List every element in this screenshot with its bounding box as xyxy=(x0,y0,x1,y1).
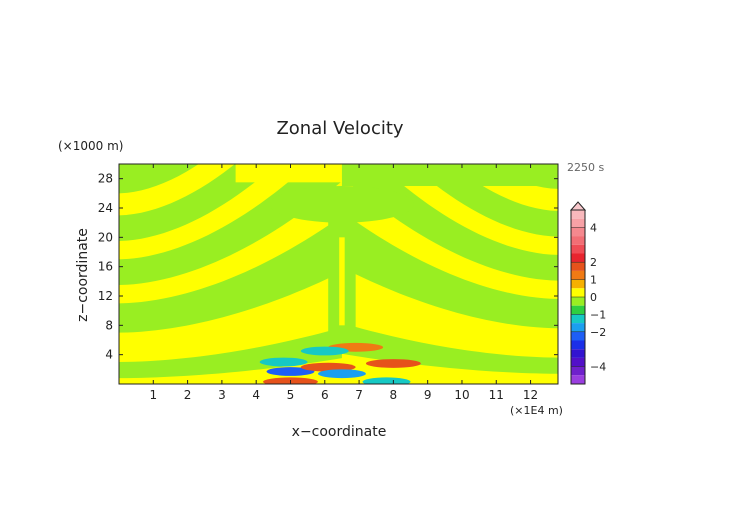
y-tick-label: 28 xyxy=(98,172,113,186)
velocity-cell-core xyxy=(270,359,297,365)
colorbar-swatch xyxy=(571,210,585,219)
x-tick-label: 4 xyxy=(252,388,260,402)
plot-area xyxy=(119,164,558,384)
colorbar-swatch xyxy=(571,297,585,306)
colorbar-tick-label: 1 xyxy=(590,274,597,287)
colorbar-tick-label: 4 xyxy=(590,221,597,234)
y-unit-label: (×1000 m) xyxy=(58,139,123,153)
velocity-cell-core xyxy=(313,364,344,370)
velocity-cell-core xyxy=(328,371,356,376)
colorbar: 4 2 1 0 −1 −2 −4 xyxy=(569,201,606,385)
upper-right-block xyxy=(341,164,558,186)
wave-band-left xyxy=(119,164,277,241)
velocity-cell-core xyxy=(340,345,371,350)
velocity-field xyxy=(119,164,558,384)
colorbar-extend-arrow xyxy=(569,201,587,211)
colorbar-swatch xyxy=(571,279,585,289)
wave-band-right xyxy=(487,164,558,189)
x-tick-label: 8 xyxy=(390,388,398,402)
x-tick-label: 10 xyxy=(454,388,469,402)
velocity-cell-core xyxy=(311,348,338,354)
colorbar-swatch xyxy=(571,236,585,245)
colorbar-swatch xyxy=(571,357,585,367)
colorbar-swatch xyxy=(571,349,585,358)
upper-left-block xyxy=(235,164,342,183)
y-tick-label: 4 xyxy=(105,348,113,362)
colorbar-swatch xyxy=(571,262,585,271)
x-tick-label: 1 xyxy=(149,388,157,402)
colorbar-swatch xyxy=(571,340,585,350)
colorbar-swatch xyxy=(571,366,585,376)
y-tick-label: 8 xyxy=(105,318,113,332)
x-tick-label: 9 xyxy=(424,388,432,402)
central-column-core xyxy=(339,237,345,326)
colorbar-tick-label: 2 xyxy=(590,256,597,269)
colorbar-swatch xyxy=(571,323,585,332)
chart-title: Zonal Velocity xyxy=(276,118,403,139)
x-tick-label: 3 xyxy=(218,388,226,402)
y-tick-label: 16 xyxy=(98,260,113,274)
x-tick-label: 11 xyxy=(489,388,504,402)
x-tick-label: 7 xyxy=(355,388,363,402)
x-tick-label: 12 xyxy=(523,388,538,402)
colorbar-swatch xyxy=(571,218,585,228)
colorbar-swatch xyxy=(571,288,585,297)
colorbar-swatch xyxy=(571,227,585,237)
x-unit-label: (×1E4 m) xyxy=(510,404,563,417)
y-tick-label: 12 xyxy=(98,289,113,303)
colorbar-tick-label: −2 xyxy=(590,326,606,339)
colorbar-tick-label: −4 xyxy=(590,361,606,374)
wave-band-right xyxy=(341,211,558,329)
y-tick-label: 24 xyxy=(98,201,113,215)
time-label: 2250 s xyxy=(567,161,604,174)
x-tick-label: 2 xyxy=(184,388,192,402)
colorbar-swatch xyxy=(571,331,585,341)
plot-frame xyxy=(118,163,559,385)
y-tick-label: 20 xyxy=(98,230,113,244)
x-tick-label: 6 xyxy=(321,388,329,402)
colorbar-swatch xyxy=(571,270,585,280)
velocity-cell-core xyxy=(373,379,400,384)
colorbar-swatch xyxy=(571,375,585,384)
velocity-cell-core xyxy=(378,361,409,366)
colorbar-swatch xyxy=(571,253,585,263)
x-tick-label: 5 xyxy=(287,388,295,402)
wave-band-left xyxy=(119,164,199,194)
colorbar-tick-label: 0 xyxy=(590,291,597,304)
colorbar-tick-label: −1 xyxy=(590,308,606,321)
y-axis-label: z−coordinate xyxy=(75,228,91,322)
colorbar-swatch xyxy=(571,314,585,324)
x-axis-label: x−coordinate xyxy=(292,424,387,440)
colorbar-swatch xyxy=(571,244,585,254)
colorbar-swatch xyxy=(571,305,585,315)
wave-band-left xyxy=(119,216,342,333)
velocity-cell-core xyxy=(277,369,304,374)
